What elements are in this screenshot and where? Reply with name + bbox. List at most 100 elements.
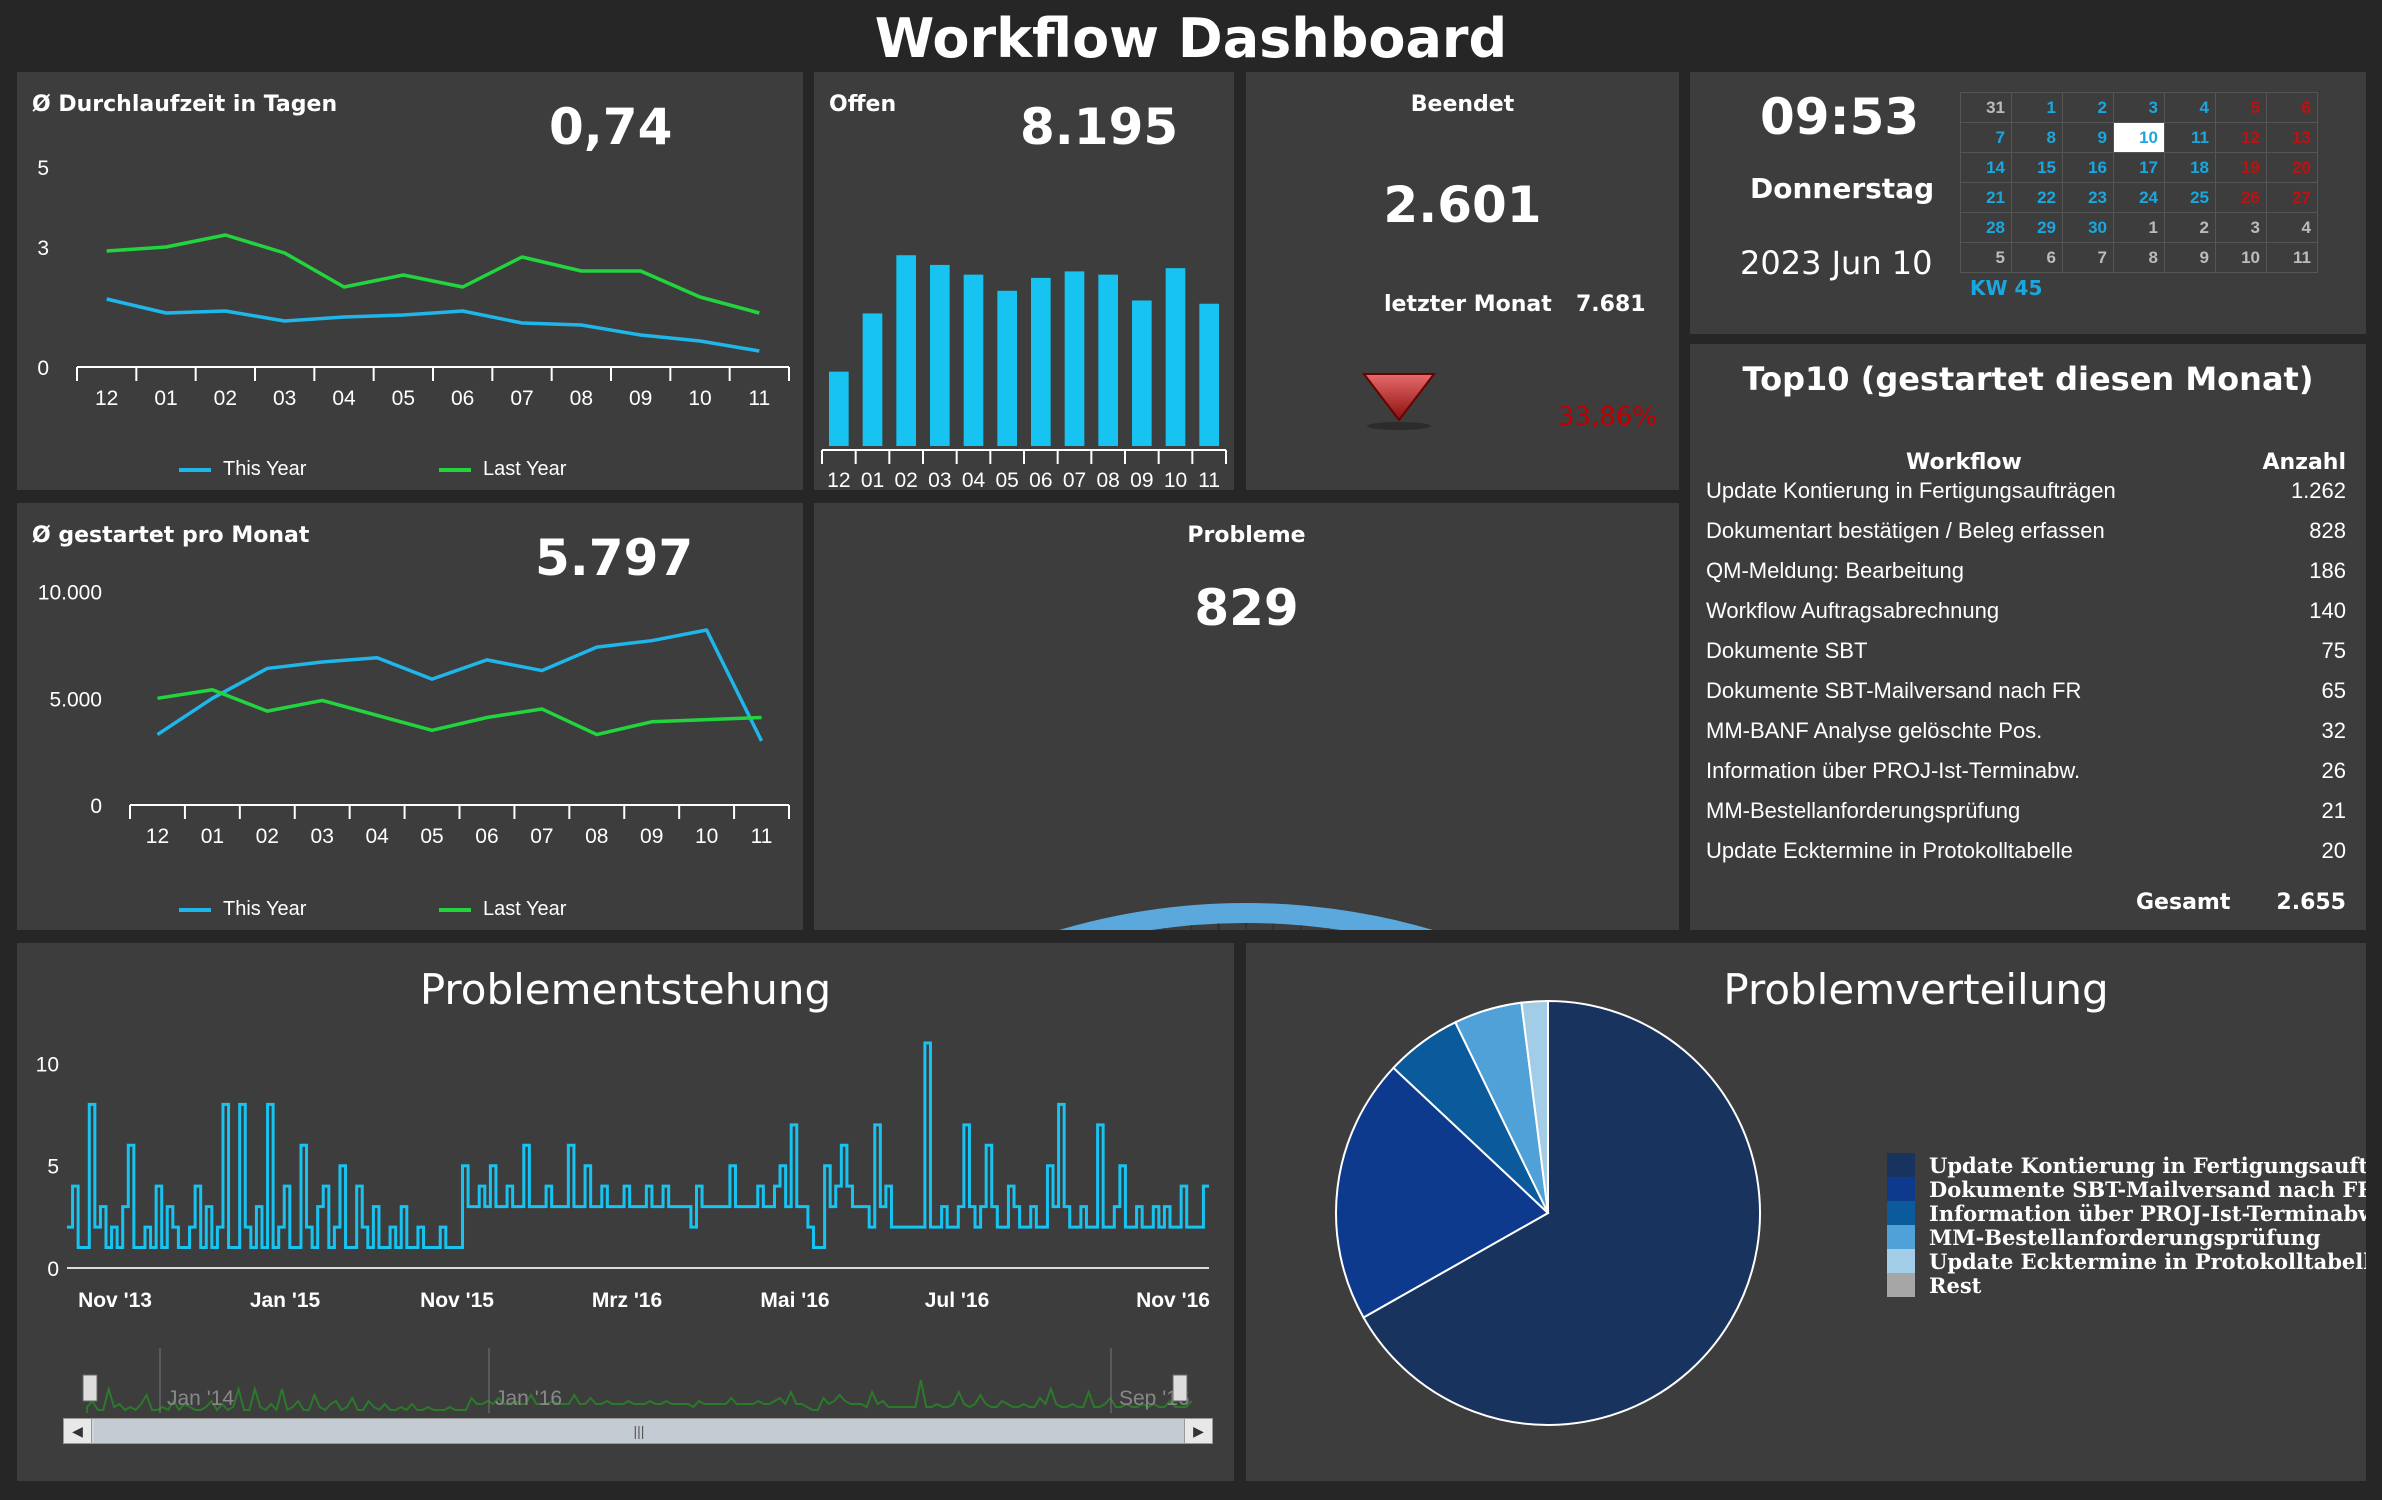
calendar-day[interactable]: 22 [2011,182,2063,213]
calendar-day[interactable]: 29 [2011,212,2063,243]
legend-swatch [439,467,471,472]
calendar-day[interactable]: 28 [1960,212,2012,243]
calendar-day[interactable]: 2 [2164,212,2216,243]
calendar-day[interactable]: 1 [2011,92,2063,123]
top10-row[interactable]: Dokumente SBT 75 [1706,638,2346,678]
calendar-day[interactable]: 23 [2062,182,2114,213]
gauge-tick [1272,923,1275,930]
calendar-day[interactable]: 21 [1960,182,2012,213]
bar [896,255,916,446]
pie-legend-item[interactable]: Update Ecktermine in Protokolltabelle [1887,1249,2366,1274]
workflow-count: 186 [2309,558,2346,583]
calendar-day[interactable]: 30 [2062,212,2114,243]
calendar-week-row: 21 22 23 24 25 26 27 [1960,182,2318,213]
pie-legend-item[interactable]: Dokumente SBT-Mailversand nach FR [1887,1176,2366,1202]
x-tick-label: 06 [451,387,474,410]
pie-legend-item[interactable]: Information über PROJ-Ist-Terminabw. [1887,1201,2366,1226]
calendar-day[interactable]: 26 [2215,182,2267,213]
calendar-day[interactable]: 24 [2113,182,2165,213]
calendar[interactable]: 31 1 2 3 4 5 6 7 8 9 10 11 12 13 14 15 16 17 18 19 20 21 22 23 2… [1960,92,2318,273]
top10-row[interactable]: Update Kontierung in Fertigungsaufträgen… [1706,478,2346,518]
calendar-week-row: 14 15 16 17 18 19 20 [1960,152,2318,183]
calendar-day[interactable]: 12 [2215,122,2267,153]
calendar-day[interactable]: 9 [2062,122,2114,153]
workflow-count: 1.262 [2290,478,2346,503]
calendar-day[interactable]: 27 [2266,182,2318,213]
top10-row[interactable]: MM-BANF Analyse gelöschte Pos. 32 [1706,718,2346,758]
change-percent: 33,86% [1558,402,1658,432]
calendar-day[interactable]: 9 [2164,242,2216,273]
calendar-day[interactable]: 5 [2215,92,2267,123]
top10-row[interactable]: Workflow Auftragsabrechnung 140 [1706,598,2346,638]
calendar-day[interactable]: 4 [2164,92,2216,123]
pie-legend-item[interactable]: Rest [1887,1272,2366,1298]
calendar-day[interactable]: 18 [2164,152,2216,183]
top10-row[interactable]: Dokumente SBT-Mailversand nach FR 65 [1706,678,2346,718]
calendar-day[interactable]: 7 [1960,122,2012,153]
calendar-day[interactable]: 13 [2266,122,2318,153]
calendar-day[interactable]: 10 [2215,242,2267,273]
scroll-thumb[interactable]: ||| [94,1419,1184,1443]
top10-row[interactable]: Information über PROJ-Ist-Terminabw. 26 [1706,758,2346,798]
top10-row[interactable]: QM-Meldung: Bearbeitung 186 [1706,558,2346,598]
workflow-name: MM-BANF Analyse gelöschte Pos. [1706,718,2043,743]
probleme-label: Probleme [1187,523,1306,548]
problementstehung-title: Problementstehung [419,965,832,1014]
calendar-day[interactable]: 6 [2011,242,2063,273]
calendar-day[interactable]: 1 [2113,212,2165,243]
calendar-day[interactable]: 31 [1960,92,2012,123]
legend-label: This Year [223,898,307,920]
calendar-day[interactable]: 6 [2266,92,2318,123]
calendar-day[interactable]: 16 [2062,152,2114,183]
calendar-day[interactable]: 11 [2164,122,2216,153]
top10-row[interactable]: Dokumentart bestätigen / Beleg erfassen 8… [1706,518,2346,558]
calendar-day[interactable]: 25 [2164,182,2216,213]
top10-col-workflow: Workflow [1906,450,2022,475]
navigator-label: Sep '16 [1119,1387,1190,1410]
calendar-day[interactable]: 10 [2113,122,2165,153]
calendar-day[interactable]: 17 [2113,152,2165,183]
calendar-day[interactable]: 5 [1960,242,2012,273]
x-tick-label: 05 [420,825,443,848]
x-tick-label: 07 [530,825,553,848]
calendar-day[interactable]: 20 [2266,152,2318,183]
pie-legend-item[interactable]: MM-Bestellanforderungsprüfung [1887,1224,2366,1250]
x-tick-label: 02 [214,387,237,410]
calendar-day[interactable]: 2 [2062,92,2114,123]
scroll-right-arrow[interactable]: ▶ [1184,1419,1212,1443]
x-tick-label: Mai '16 [760,1289,829,1312]
calendar-day[interactable]: 4 [2266,212,2318,243]
x-tick-label: Nov '13 [78,1289,152,1312]
bar [862,313,883,446]
top10-row[interactable]: Update Ecktermine in Protokolltabelle 20 [1706,838,2346,878]
x-tick-label: 11 [1198,469,1220,490]
calendar-day[interactable]: 14 [1960,152,2012,183]
x-tick-label: Jan '15 [250,1289,321,1312]
calendar-day[interactable]: 15 [2011,152,2063,183]
pie-legend-item[interactable]: Update Kontierung in Fertigungsaufträgen [1887,1153,2366,1178]
navigator-scrollbar[interactable]: ◀ ||| ▶ [63,1418,1213,1444]
legend-label: Dokumente SBT-Mailversand nach FR [1929,1176,2366,1202]
calendar-day[interactable]: 3 [2215,212,2267,243]
calendar-day[interactable]: 3 [2113,92,2165,123]
probleme-value: 829 [1194,579,1299,637]
calendar-day[interactable]: 8 [2011,122,2063,153]
calendar-day[interactable]: 8 [2113,242,2165,273]
x-tick-label: 03 [928,469,951,490]
scroll-left-arrow[interactable]: ◀ [64,1419,92,1443]
calendar-day[interactable]: 11 [2266,242,2318,273]
dashboard-title: Workflow Dashboard [874,7,1508,70]
durchlaufzeit-label: Ø Durchlaufzeit in Tagen [32,92,338,117]
series-line [67,1041,1209,1250]
legend-label: Rest [1929,1272,1982,1298]
calendar-day[interactable]: 7 [2062,242,2114,273]
series-line [106,297,760,353]
top10-row[interactable]: MM-Bestellanforderungsprüfung 21 [1706,798,2346,838]
legend-label: This Year [223,458,307,480]
y-tick-label: 5 [47,1156,59,1179]
calendar-day[interactable]: 19 [2215,152,2267,183]
durchlaufzeit-panel: Ø Durchlaufzeit in Tagen 0,74 12 01 02 03 04… [17,72,803,490]
legend-label: Last Year [483,458,567,480]
legend-label: MM-Bestellanforderungsprüfung [1929,1224,2321,1250]
legend-swatch [1887,1153,1915,1177]
